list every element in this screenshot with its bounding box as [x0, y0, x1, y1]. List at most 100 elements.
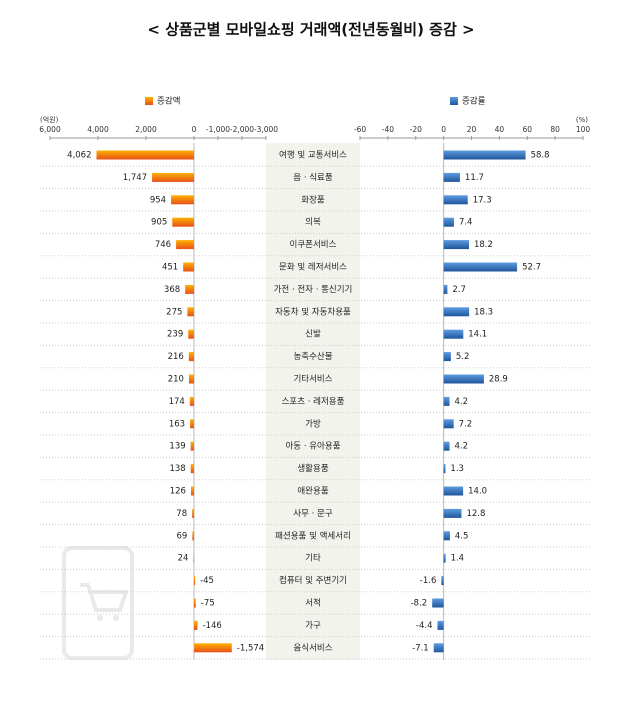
- value-label: 905: [151, 218, 167, 228]
- bar: [190, 464, 194, 474]
- x-tick-label: -20: [410, 125, 422, 134]
- value-label: -4.4: [416, 621, 433, 631]
- category-label: 이쿠폰서비스: [290, 239, 337, 250]
- value-label: 4.2: [454, 442, 468, 452]
- category-label: 기타서비스: [293, 375, 332, 385]
- bar: [443, 217, 454, 227]
- x-tick-label: 2,000: [135, 125, 157, 134]
- value-label: 139: [169, 442, 185, 452]
- category-label: 화장품: [301, 194, 325, 205]
- category-label: 여행 및 교통서비스: [279, 150, 347, 161]
- x-tick-label: -40: [382, 125, 394, 134]
- legend-swatch: [450, 97, 458, 105]
- bar: [443, 284, 448, 294]
- bar: [194, 576, 196, 586]
- x-tick-label: -2,000: [230, 125, 254, 134]
- bar: [183, 262, 194, 272]
- category-band: [266, 143, 360, 660]
- value-label: 210: [168, 375, 184, 385]
- unit-label: (%): [576, 116, 588, 124]
- bar: [443, 553, 446, 563]
- value-label: -1,574: [237, 643, 264, 653]
- value-label: -146: [203, 621, 222, 631]
- bar: [443, 486, 464, 496]
- value-label: 275: [166, 307, 182, 317]
- bar: [190, 419, 194, 429]
- legend-label: 증감액: [157, 96, 180, 107]
- value-label: 78: [176, 509, 187, 519]
- value-label: 28.9: [489, 375, 508, 385]
- x-tick-label: 40: [495, 125, 505, 134]
- category-label: 기타: [305, 554, 321, 564]
- value-label: 24: [178, 554, 189, 564]
- bar: [443, 240, 469, 250]
- category-label: 문화 및 레저서비스: [279, 262, 347, 273]
- x-tick-label: -60: [354, 125, 366, 134]
- category-label: 컴퓨터 및 주변기기: [279, 575, 347, 586]
- bar: [185, 284, 194, 294]
- bar: [187, 307, 194, 317]
- value-label: 1.4: [451, 554, 465, 564]
- value-label: 11.7: [465, 173, 484, 183]
- category-label: 생활용품: [297, 463, 328, 474]
- bar: [443, 464, 446, 474]
- x-tick-label: 100: [576, 125, 591, 134]
- category-label: 음 · 식료품: [293, 173, 333, 183]
- bar: [152, 172, 194, 182]
- value-label: -75: [201, 599, 215, 609]
- x-tick-label: -3,000: [254, 125, 278, 134]
- value-label: 4.2: [454, 397, 468, 407]
- bar: [437, 620, 444, 630]
- value-label: 126: [170, 487, 186, 497]
- category-label: 음식서비스: [293, 643, 332, 653]
- value-label: 14.0: [468, 487, 487, 497]
- bar: [443, 150, 526, 160]
- bar: [190, 441, 194, 451]
- bar: [194, 620, 198, 630]
- value-label: 954: [150, 195, 166, 205]
- value-label: 12.8: [466, 509, 485, 519]
- value-label: 1,747: [123, 173, 147, 183]
- value-label: 163: [169, 419, 185, 429]
- x-tick-label: 0: [441, 125, 446, 134]
- value-label: 17.3: [473, 195, 492, 205]
- value-label: 368: [164, 285, 180, 295]
- bar: [443, 419, 454, 429]
- value-label: 69: [177, 531, 188, 541]
- bar: [188, 329, 194, 339]
- bar: [441, 576, 444, 586]
- category-label: 스포츠 · 레저용품: [282, 397, 345, 407]
- value-label: 2.7: [452, 285, 466, 295]
- value-label: 18.3: [474, 307, 493, 317]
- category-label: 가구: [305, 621, 321, 631]
- value-label: 216: [168, 352, 184, 362]
- bar: [443, 352, 451, 362]
- category-label: 자동차 및 자동차용품: [275, 306, 351, 317]
- legend-label: 증감률: [462, 96, 486, 107]
- bar: [443, 441, 450, 451]
- bar: [188, 352, 194, 362]
- bar: [443, 172, 460, 182]
- value-label: 1.3: [450, 464, 464, 474]
- bar: [443, 195, 468, 205]
- value-label: 4.5: [455, 531, 469, 541]
- x-tick-label: 20: [467, 125, 477, 134]
- category-label: 신발: [305, 329, 321, 340]
- bar: [443, 531, 450, 541]
- category-label: 아동 · 유아용품: [285, 441, 340, 452]
- category-label: 농축수산물: [293, 351, 332, 362]
- value-label: 746: [155, 240, 171, 250]
- category-label: 가방: [305, 418, 321, 429]
- bar: [194, 598, 196, 608]
- value-label: 451: [162, 263, 178, 273]
- bar: [443, 396, 450, 406]
- x-tick-label: 6,000: [39, 125, 61, 134]
- bar: [443, 508, 462, 518]
- bar: [188, 374, 194, 384]
- bar: [194, 643, 232, 653]
- value-label: 14.1: [468, 330, 487, 340]
- bar: [171, 195, 194, 205]
- x-tick-label: 80: [550, 125, 560, 134]
- value-label: -8.2: [411, 599, 428, 609]
